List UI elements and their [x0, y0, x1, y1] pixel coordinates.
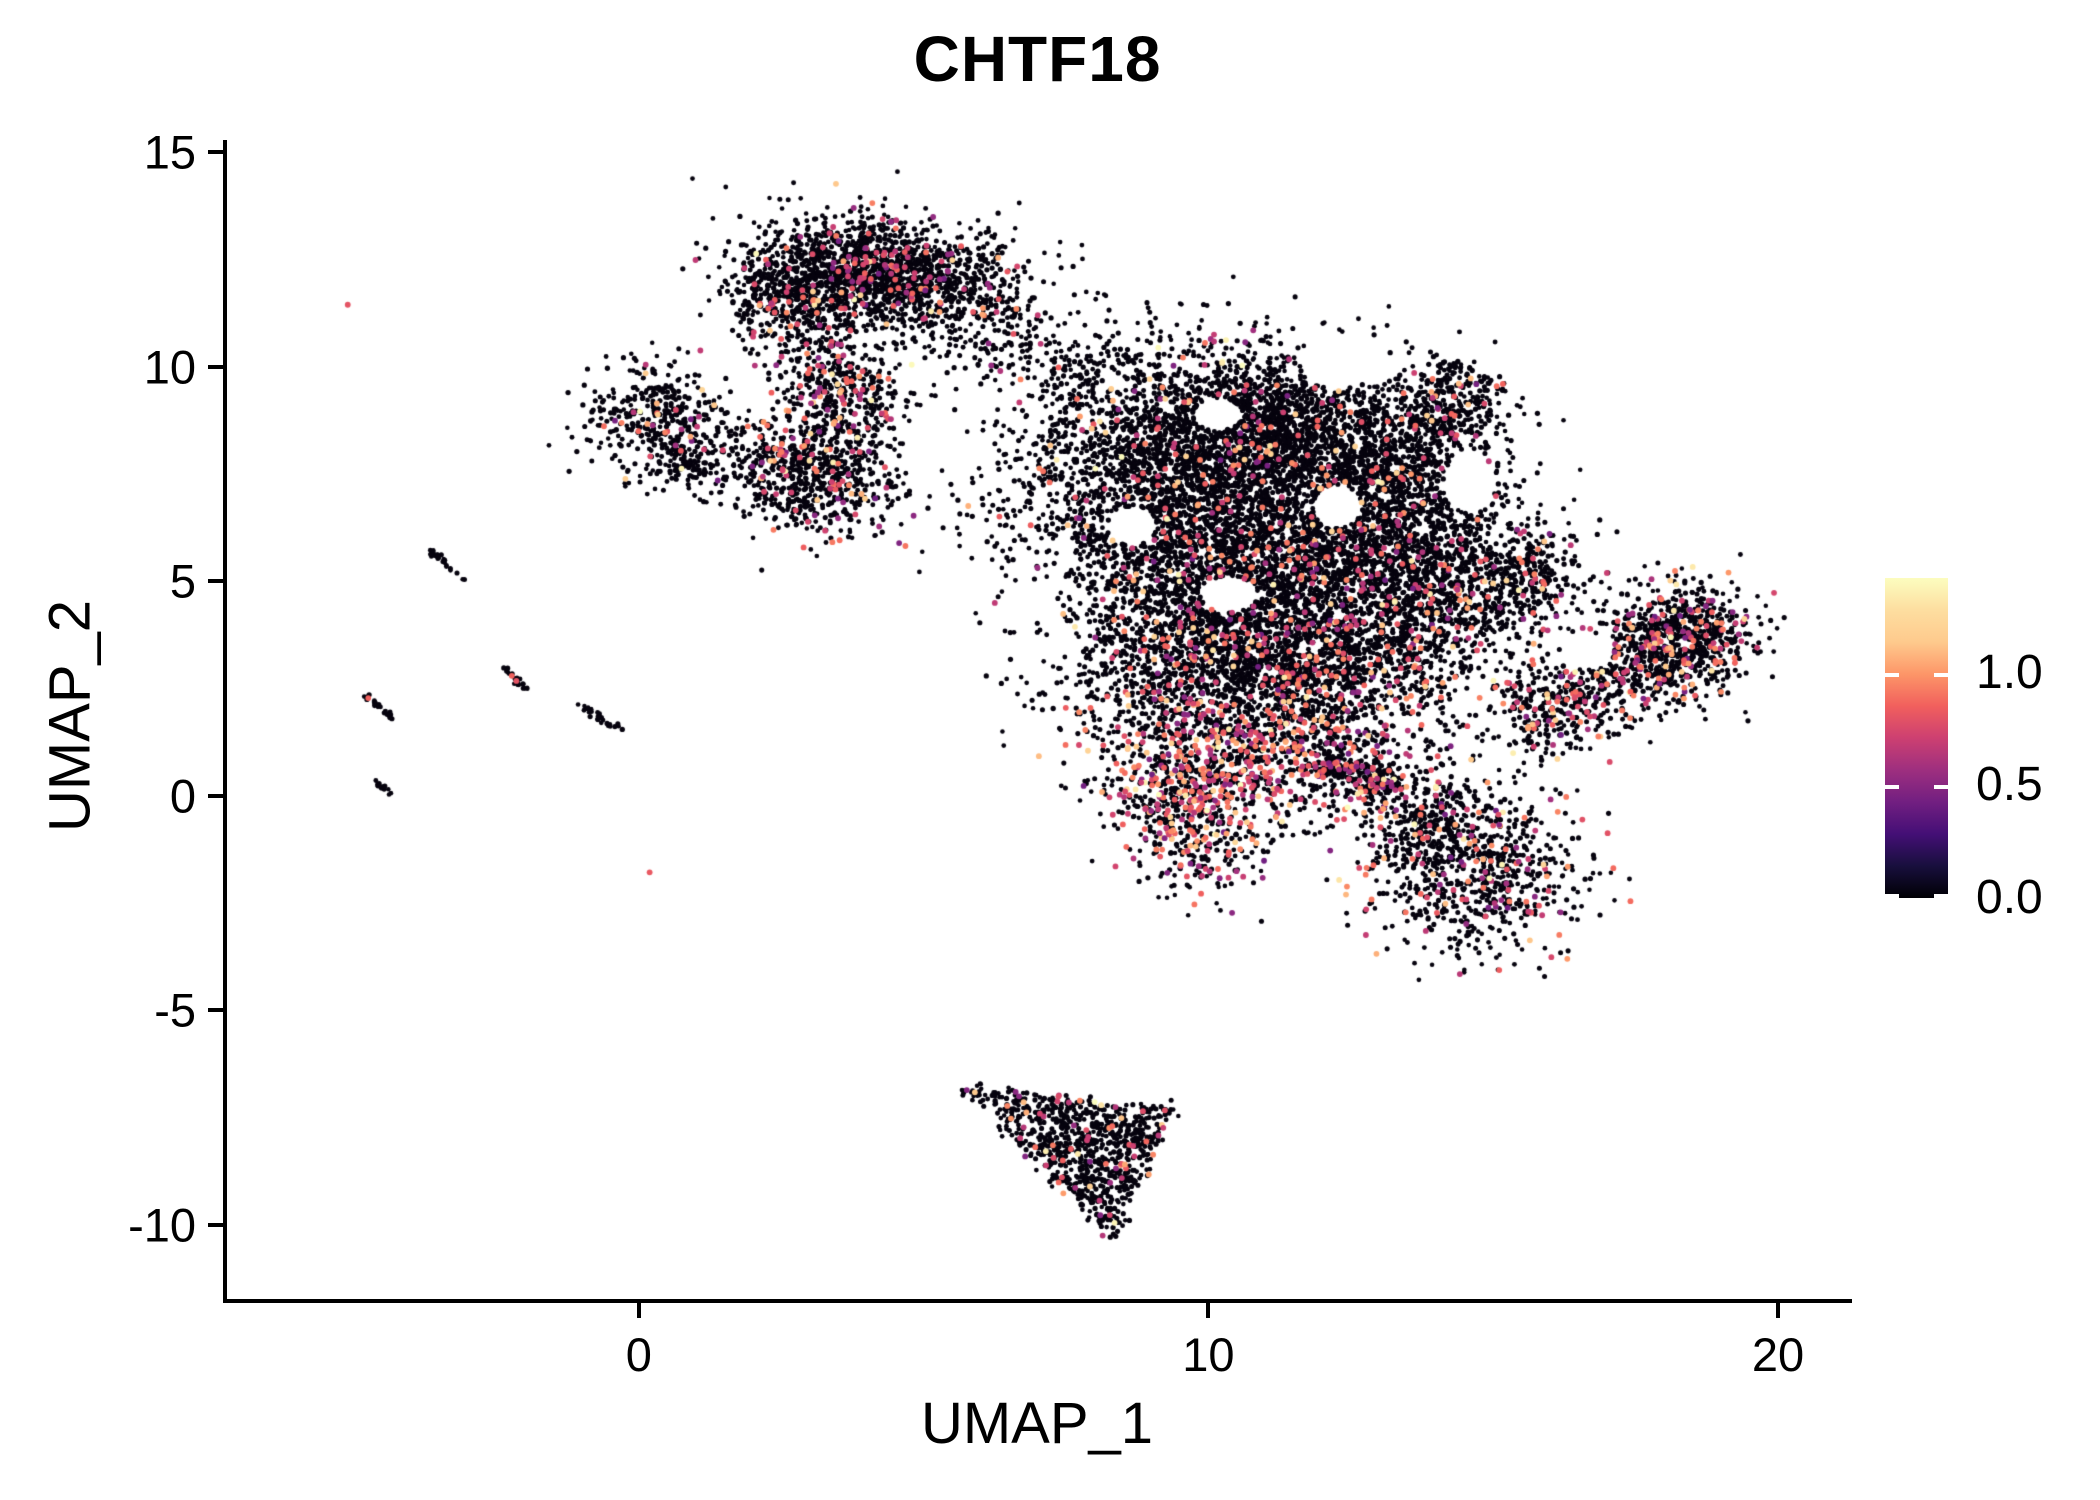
x-axis-tick: [636, 1303, 641, 1318]
y-axis-tick-label: 15: [143, 125, 196, 179]
x-axis-tick: [1775, 1303, 1780, 1318]
x-axis-tick: [1206, 1303, 1211, 1318]
colorbar-tick-label: 0.5: [1976, 758, 2043, 812]
colorbar-tick: [1934, 672, 1948, 677]
y-axis-tick-label: 10: [143, 340, 196, 394]
y-axis-tick: [208, 579, 223, 584]
plot-panel: [223, 140, 1856, 1303]
colorbar-tick: [1934, 894, 1948, 898]
colorbar-tick: [1885, 672, 1899, 677]
y-axis-tick-label: 5: [169, 554, 196, 608]
colorbar-tick: [1885, 894, 1899, 898]
y-axis-tick: [208, 1222, 223, 1227]
x-axis-tick-label: 0: [625, 1328, 652, 1381]
colorbar-tick-label: 0.0: [1976, 871, 2043, 924]
y-axis-tick: [208, 150, 223, 155]
y-axis-tick-label: -5: [154, 983, 196, 1037]
y-axis-title: UMAP_2: [37, 599, 103, 833]
colorbar-tick: [1934, 785, 1948, 790]
y-axis-tick-label: 0: [169, 769, 196, 823]
y-axis-tick: [208, 364, 223, 369]
x-axis-tick-label: 10: [1182, 1328, 1235, 1381]
y-axis-tick-label: -10: [128, 1198, 196, 1252]
expression-colorbar: [1885, 578, 1948, 898]
y-axis-tick: [208, 1008, 223, 1013]
plot-title: CHTF18: [913, 23, 1162, 95]
x-axis-title: UMAP_1: [920, 1391, 1154, 1456]
y-axis-tick: [208, 793, 223, 798]
colorbar-tick-label: 1.0: [1976, 645, 2043, 699]
umap-scatter-canvas: [227, 140, 1856, 1303]
colorbar-tick: [1885, 785, 1899, 790]
x-axis-tick-label: 20: [1751, 1328, 1805, 1381]
